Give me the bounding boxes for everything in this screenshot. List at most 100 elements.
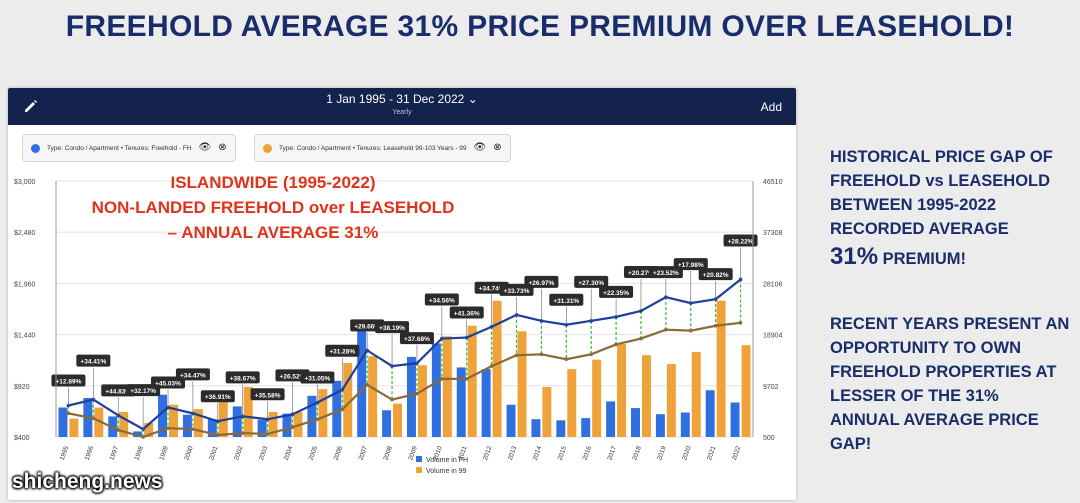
legend-label-99: Volume in 99 — [426, 468, 467, 475]
x-tick-label: 2004 — [283, 445, 295, 461]
x-tick-label: 2012 — [482, 445, 494, 461]
filter-chip-label: Type: Condo / Apartment • Tenures: Lease… — [279, 144, 467, 152]
filter-chip-leasehold[interactable]: Type: Condo / Apartment • Tenures: Lease… — [254, 134, 511, 162]
legend-swatch-99 — [416, 467, 422, 473]
point-99-price — [315, 417, 320, 422]
x-tick-label: 2018 — [631, 445, 643, 461]
bar-volume-fh — [506, 404, 516, 437]
bar-volume-fh — [158, 394, 168, 437]
x-tick-label: 1998 — [133, 445, 145, 461]
x-tick-label: 2013 — [507, 445, 519, 461]
point-fh-price — [166, 405, 170, 410]
left-axis-tick-label: $920 — [14, 384, 30, 391]
bar-volume-99 — [716, 300, 726, 437]
x-tick-label: 2001 — [208, 445, 220, 461]
premium-label: +23.52% — [653, 270, 679, 277]
x-tick-label: 2000 — [183, 445, 195, 461]
bar-volume-99 — [318, 389, 328, 437]
series-color-dot — [263, 143, 272, 153]
premium-label-bg — [524, 275, 559, 288]
side-line: RECENT YEARS PRESENT AN — [830, 315, 1070, 333]
right-axis-tick-label: 18904 — [763, 333, 783, 340]
x-tick-label: 2017 — [606, 445, 618, 461]
bar-volume-fh — [207, 419, 217, 437]
right-axis-tick-label: 28106 — [763, 281, 783, 288]
pencil-icon[interactable] — [22, 97, 40, 115]
premium-label: +28.22% — [728, 238, 754, 245]
right-axis-tick-label: 37308 — [763, 230, 783, 237]
premium-label-bg — [175, 368, 210, 381]
x-tick-label: 2019 — [656, 445, 668, 461]
x-tick-label: 2002 — [233, 445, 245, 461]
premium-label-bg — [549, 293, 584, 306]
bar-volume-99 — [94, 407, 104, 437]
side-line: OPPORTUNITY TO OWN — [830, 339, 1021, 357]
eye-icon[interactable]: 👁 — [473, 142, 487, 153]
bar-volume-99 — [144, 423, 154, 437]
bar-volume-fh — [531, 419, 541, 437]
x-tick-label: 2011 — [457, 445, 468, 461]
premium-label: +34.74% — [479, 286, 505, 293]
x-tick-label: 2003 — [258, 445, 270, 461]
premium-label: +34.41% — [80, 359, 106, 366]
point-99-price — [216, 433, 220, 437]
bar-volume-fh — [456, 367, 466, 437]
premium-label-bg — [200, 390, 235, 403]
point-99-price — [240, 431, 245, 435]
bar-volume-99 — [592, 359, 602, 437]
annotation-line: – ANNUAL AVERAGE 31% — [168, 223, 379, 242]
x-tick-label: 2005 — [308, 445, 320, 461]
point-99-price — [713, 323, 718, 328]
eye-icon[interactable]: 👁 — [198, 142, 212, 153]
premium-label-bg — [300, 371, 335, 384]
premium-label: +17.98% — [678, 262, 704, 269]
premium-label-bg — [574, 275, 609, 288]
bar-volume-99 — [268, 411, 278, 437]
side-big-tail: PREMIUM! — [882, 250, 967, 268]
filter-chip-freehold[interactable]: Type: Condo / Apartment • Tenures: Freeh… — [22, 134, 236, 162]
point-99-price — [440, 377, 444, 381]
bar-volume-fh — [556, 420, 566, 437]
side-highlight: 31% PREMIUM! — [830, 245, 1075, 271]
side-line: HISTORICAL PRICE GAP OF — [830, 148, 1053, 166]
x-tick-label: 2009 — [407, 445, 419, 461]
bar-volume-99 — [193, 409, 203, 437]
premium-label-bg — [225, 371, 260, 384]
point-99-price — [265, 432, 270, 436]
left-axis-tick-label: $2,480 — [14, 230, 36, 237]
point-99-price — [514, 353, 519, 358]
premium-label: +45.03% — [155, 380, 181, 387]
side-line: ANNUAL AVERAGE PRICE — [830, 411, 1039, 429]
premium-label-bg — [250, 388, 285, 401]
premium-label: +33.73% — [504, 288, 530, 295]
side-line: BETWEEN 1995-2022 — [830, 196, 996, 214]
left-axis-tick-label: $1,440 — [14, 333, 36, 340]
bar-volume-fh — [406, 356, 416, 437]
premium-label: +26.97% — [528, 280, 554, 287]
bar-volume-99 — [393, 403, 403, 437]
premium-label: +35.58% — [255, 392, 281, 399]
x-tick-label: 2021 — [706, 445, 718, 461]
bar-volume-99 — [442, 336, 452, 437]
add-button[interactable]: Add — [760, 100, 782, 114]
bar-volume-fh — [232, 406, 242, 437]
close-icon[interactable]: ⊗ — [493, 142, 502, 153]
date-range-selector[interactable]: 1 Jan 1995 - 31 Dec 2022 ⌄ — [8, 92, 796, 106]
side-line: FREEHOLD PROPERTIES AT — [830, 363, 1057, 381]
premium-label: +20.27% — [628, 270, 654, 277]
premium-label: +34.56% — [429, 298, 455, 305]
bar-volume-99 — [243, 386, 253, 437]
x-tick-label: 2010 — [432, 445, 444, 461]
bar-volume-99 — [691, 351, 701, 437]
line-99-price — [68, 321, 741, 439]
premium-label: +37.68% — [404, 336, 430, 343]
point-99-price — [415, 391, 419, 396]
point-fh-price — [738, 277, 743, 282]
bar-volume-99 — [417, 365, 427, 437]
point-99-price — [464, 377, 469, 381]
right-axis-tick-label: 46510 — [763, 179, 783, 186]
price-volume-chart: +12.89% +34.41% +44.83% +32.17%+45.03%+34.4… — [14, 175, 783, 475]
bar-volume-fh — [257, 419, 267, 437]
bar-volume-fh — [307, 395, 317, 437]
close-icon[interactable]: ⊗ — [218, 142, 227, 153]
